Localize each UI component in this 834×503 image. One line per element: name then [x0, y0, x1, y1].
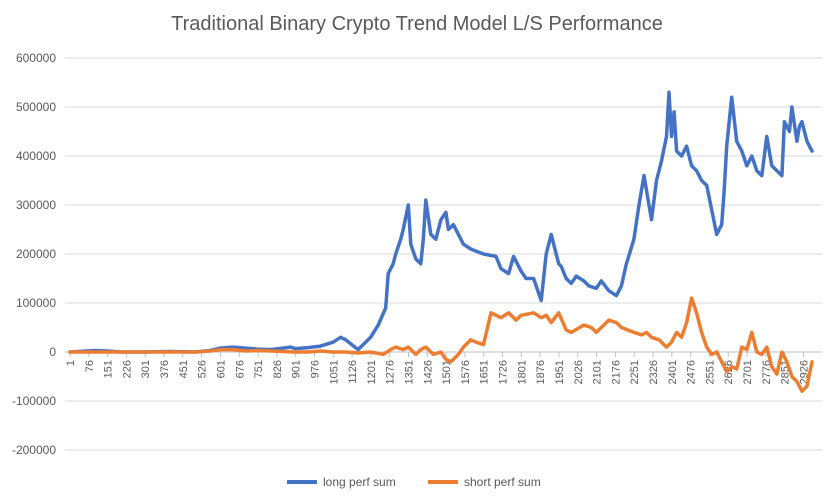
x-tick-label: 1801	[516, 360, 528, 384]
x-tick-label: 2476	[686, 360, 698, 384]
x-tick-label: 376	[159, 360, 171, 378]
x-tick-label: 2701	[742, 360, 754, 384]
x-tick-label: 451	[178, 360, 190, 378]
x-tick-label: 676	[234, 360, 246, 378]
y-tick-label: 0	[49, 345, 56, 359]
x-tick-label: 1276	[385, 360, 397, 384]
y-axis-ticks: 600000 500000 400000 300000 200000 100000 0 -10…	[12, 51, 56, 457]
x-tick-label: 1	[65, 360, 77, 366]
y-tick-label: 200000	[16, 247, 56, 261]
x-tick-label: 1201	[366, 360, 378, 384]
x-tick-label: 826	[272, 360, 284, 378]
x-tick-label: 1351	[404, 360, 416, 384]
legend-short-label: short perf sum	[464, 475, 541, 489]
x-tick-label: 76	[84, 360, 96, 372]
y-tick-label: 500000	[16, 100, 56, 114]
y-tick-label: -200000	[12, 443, 56, 457]
x-tick-label: 2101	[592, 360, 604, 384]
x-tick-label: 1426	[422, 360, 434, 384]
x-tick-label: 1126	[347, 360, 359, 384]
y-tick-label: 600000	[16, 51, 56, 65]
chart-title: Traditional Binary Crypto Trend Model L/…	[171, 13, 663, 35]
legend: long perf sum short perf sum	[287, 475, 541, 489]
x-tick-label: 151	[103, 360, 115, 378]
x-tick-label: 1051	[328, 360, 340, 384]
y-tick-label: 300000	[16, 198, 56, 212]
series-layer	[68, 90, 814, 393]
x-tick-label: 301	[140, 360, 152, 378]
x-tick-label: 2626	[723, 360, 735, 384]
x-tick-label: 901	[291, 360, 303, 378]
long-perf-sum-line	[68, 90, 814, 354]
y-tick-label: 400000	[16, 149, 56, 163]
y-tick-label: -100000	[12, 394, 56, 408]
x-tick-label: 976	[309, 360, 321, 378]
x-tick-label: 1576	[460, 360, 472, 384]
x-tick-label: 1876	[535, 360, 547, 384]
x-axis-ticks: 1 76 151 226 301 376 451 526 601 676 751 826 901 976 1…	[65, 352, 810, 384]
x-tick-label: 1501	[441, 360, 453, 384]
x-tick-label: 2251	[629, 360, 641, 384]
x-tick-label: 2026	[573, 360, 585, 384]
x-tick-label: 526	[197, 360, 209, 378]
x-tick-label: 2776	[761, 360, 773, 384]
x-tick-label: 601	[215, 360, 227, 378]
x-tick-label: 1651	[479, 360, 491, 384]
x-tick-label: 1726	[498, 360, 510, 384]
x-tick-label: 2176	[610, 360, 622, 384]
short-perf-sum-line	[68, 296, 814, 393]
y-tick-label: 100000	[16, 296, 56, 310]
x-tick-label: 2401	[667, 360, 679, 384]
x-tick-label: 1951	[554, 360, 566, 384]
gridlines	[65, 57, 822, 451]
x-tick-label: 751	[253, 360, 265, 378]
x-tick-label: 2326	[648, 360, 660, 384]
x-tick-label: 2551	[704, 360, 716, 384]
x-tick-label: 226	[121, 360, 133, 378]
legend-long-label: long perf sum	[323, 475, 396, 489]
